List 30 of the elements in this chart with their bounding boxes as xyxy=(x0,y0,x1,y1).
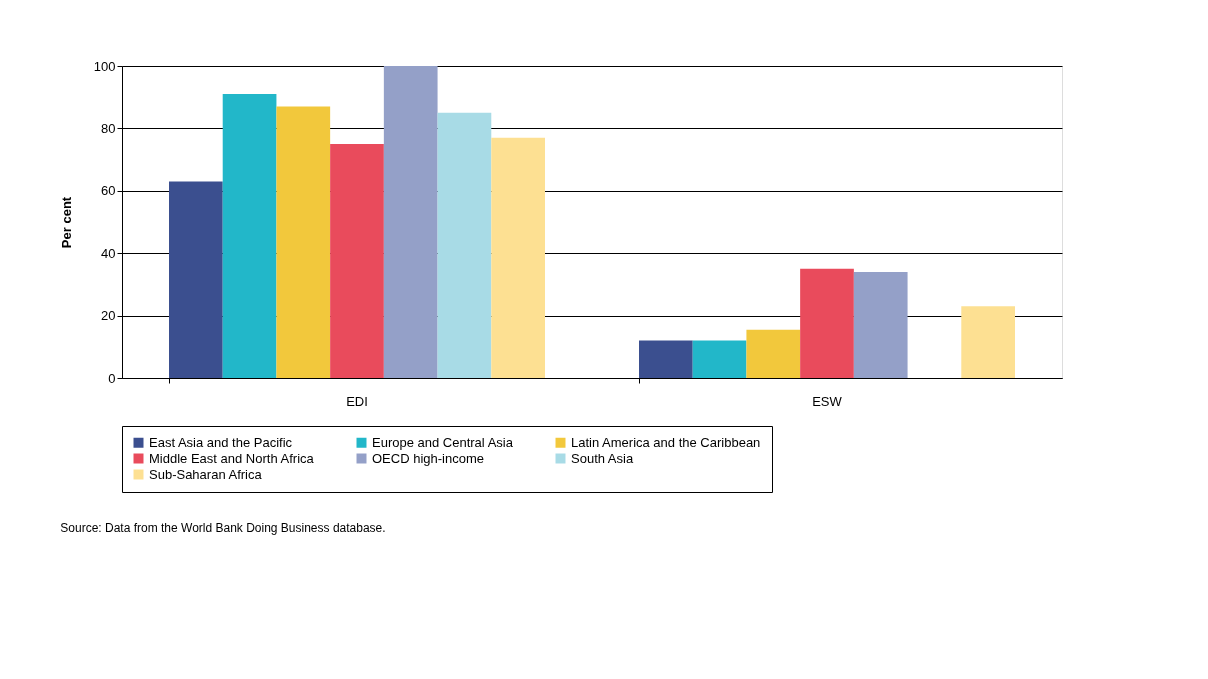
bar xyxy=(276,106,331,378)
bar xyxy=(800,268,854,378)
x-tick-label: EDI xyxy=(346,393,368,409)
legend-label: Sub-Saharan Africa xyxy=(149,466,263,482)
y-tick-label: 0 xyxy=(108,370,116,386)
y-tick-label: 40 xyxy=(101,245,116,261)
legend-label: Latin America and the Caribbean xyxy=(571,434,761,450)
legend-label: OECD high-income xyxy=(372,450,484,466)
bar xyxy=(491,137,545,378)
bar xyxy=(961,306,1015,378)
bar xyxy=(169,181,223,378)
bar xyxy=(222,94,277,378)
bar xyxy=(383,66,438,378)
bar xyxy=(437,112,492,378)
bar xyxy=(746,329,801,378)
y-tick-label: 60 xyxy=(101,183,116,199)
bar xyxy=(330,144,384,378)
source-note: Source: Data from the World Bank Doing Business database. xyxy=(60,520,386,535)
y-tick-label: 20 xyxy=(101,308,116,324)
legend-label: Europe and Central Asia xyxy=(372,434,514,450)
bar xyxy=(692,340,747,378)
legend-label: South Asia xyxy=(571,450,634,466)
y-tick-label: 80 xyxy=(101,120,116,136)
bar xyxy=(853,271,908,378)
y-tick-label: 100 xyxy=(93,58,116,74)
bar xyxy=(639,340,693,378)
x-tick-label: ESW xyxy=(812,393,843,409)
y-axis-title: Per cent xyxy=(58,196,74,249)
legend-label: East Asia and the Pacific xyxy=(149,434,293,450)
legend-label: Middle East and North Africa xyxy=(149,450,315,466)
